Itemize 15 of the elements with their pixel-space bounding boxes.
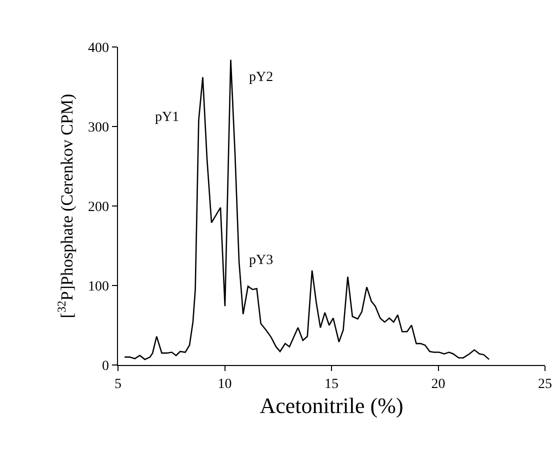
x-tick-label: 15 <box>324 376 338 392</box>
y-tick-label: 100 <box>88 279 110 294</box>
line-series <box>124 59 490 360</box>
x-tick-label: 20 <box>431 376 446 392</box>
annotation: pY3 <box>249 253 274 268</box>
annotation: pY1 <box>155 110 180 125</box>
y-tick-label: 400 <box>88 40 110 56</box>
y-tick-label: 0 <box>102 358 110 374</box>
x-axis-title: Acetonitrile (%) <box>260 392 404 418</box>
x-tick-label: 5 <box>114 376 122 392</box>
y-tick-label: 300 <box>88 120 110 136</box>
annotation: pY2 <box>249 70 274 85</box>
x-tick-label: 10 <box>218 376 232 392</box>
x-tick-label: 25 <box>538 376 552 392</box>
y-tick-label: 200 <box>88 200 110 215</box>
